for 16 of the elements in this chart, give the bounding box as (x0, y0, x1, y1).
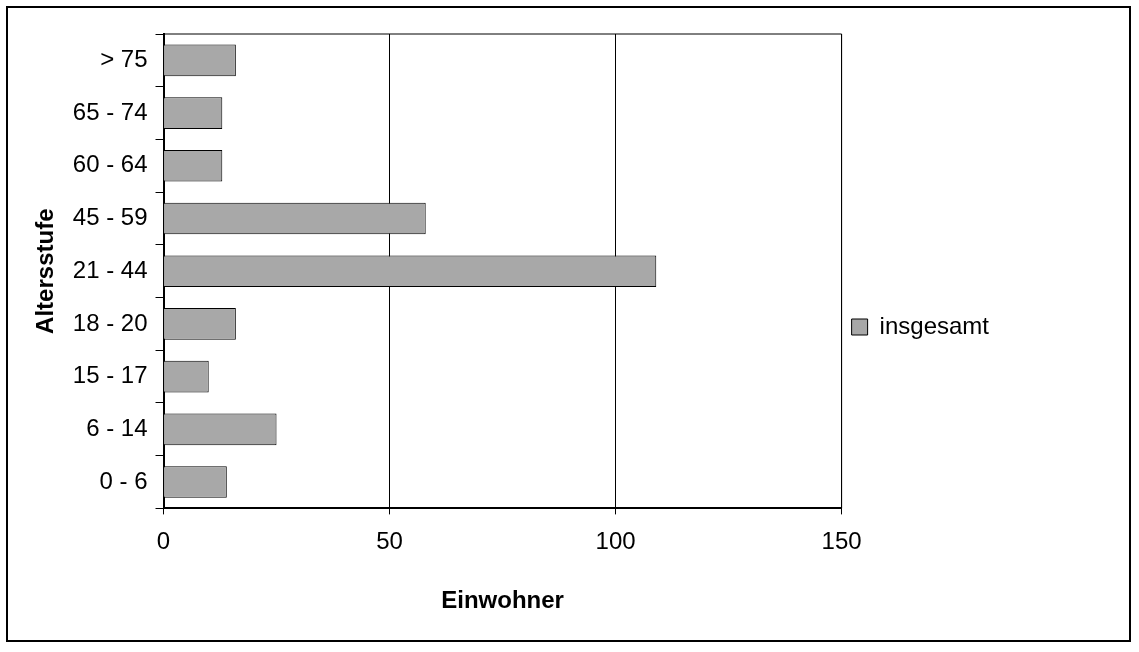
y-tick-label: 45 - 59 (72, 203, 148, 231)
x-tick-label: 100 (595, 527, 636, 555)
y-tick-label: 15 - 17 (72, 361, 148, 389)
x-tick-label: 150 (821, 527, 862, 555)
y-tick-label: 21 - 44 (72, 255, 148, 283)
y-tick-label: 0 - 6 (99, 466, 148, 494)
y-tick-label: > 75 (100, 44, 148, 72)
x-axis-title: Einwohner (441, 586, 564, 614)
y-axis-title: Altersstufe (31, 208, 59, 334)
x-tick-label: 0 (156, 527, 171, 555)
y-tick-label: 6 - 14 (86, 413, 148, 441)
x-tick-label: 50 (376, 527, 403, 555)
y-tick-label: 60 - 64 (72, 150, 148, 178)
y-tick-label: 65 - 74 (72, 97, 148, 125)
y-tick-label: 18 - 20 (72, 308, 148, 336)
legend-label: insgesamt (879, 311, 990, 339)
